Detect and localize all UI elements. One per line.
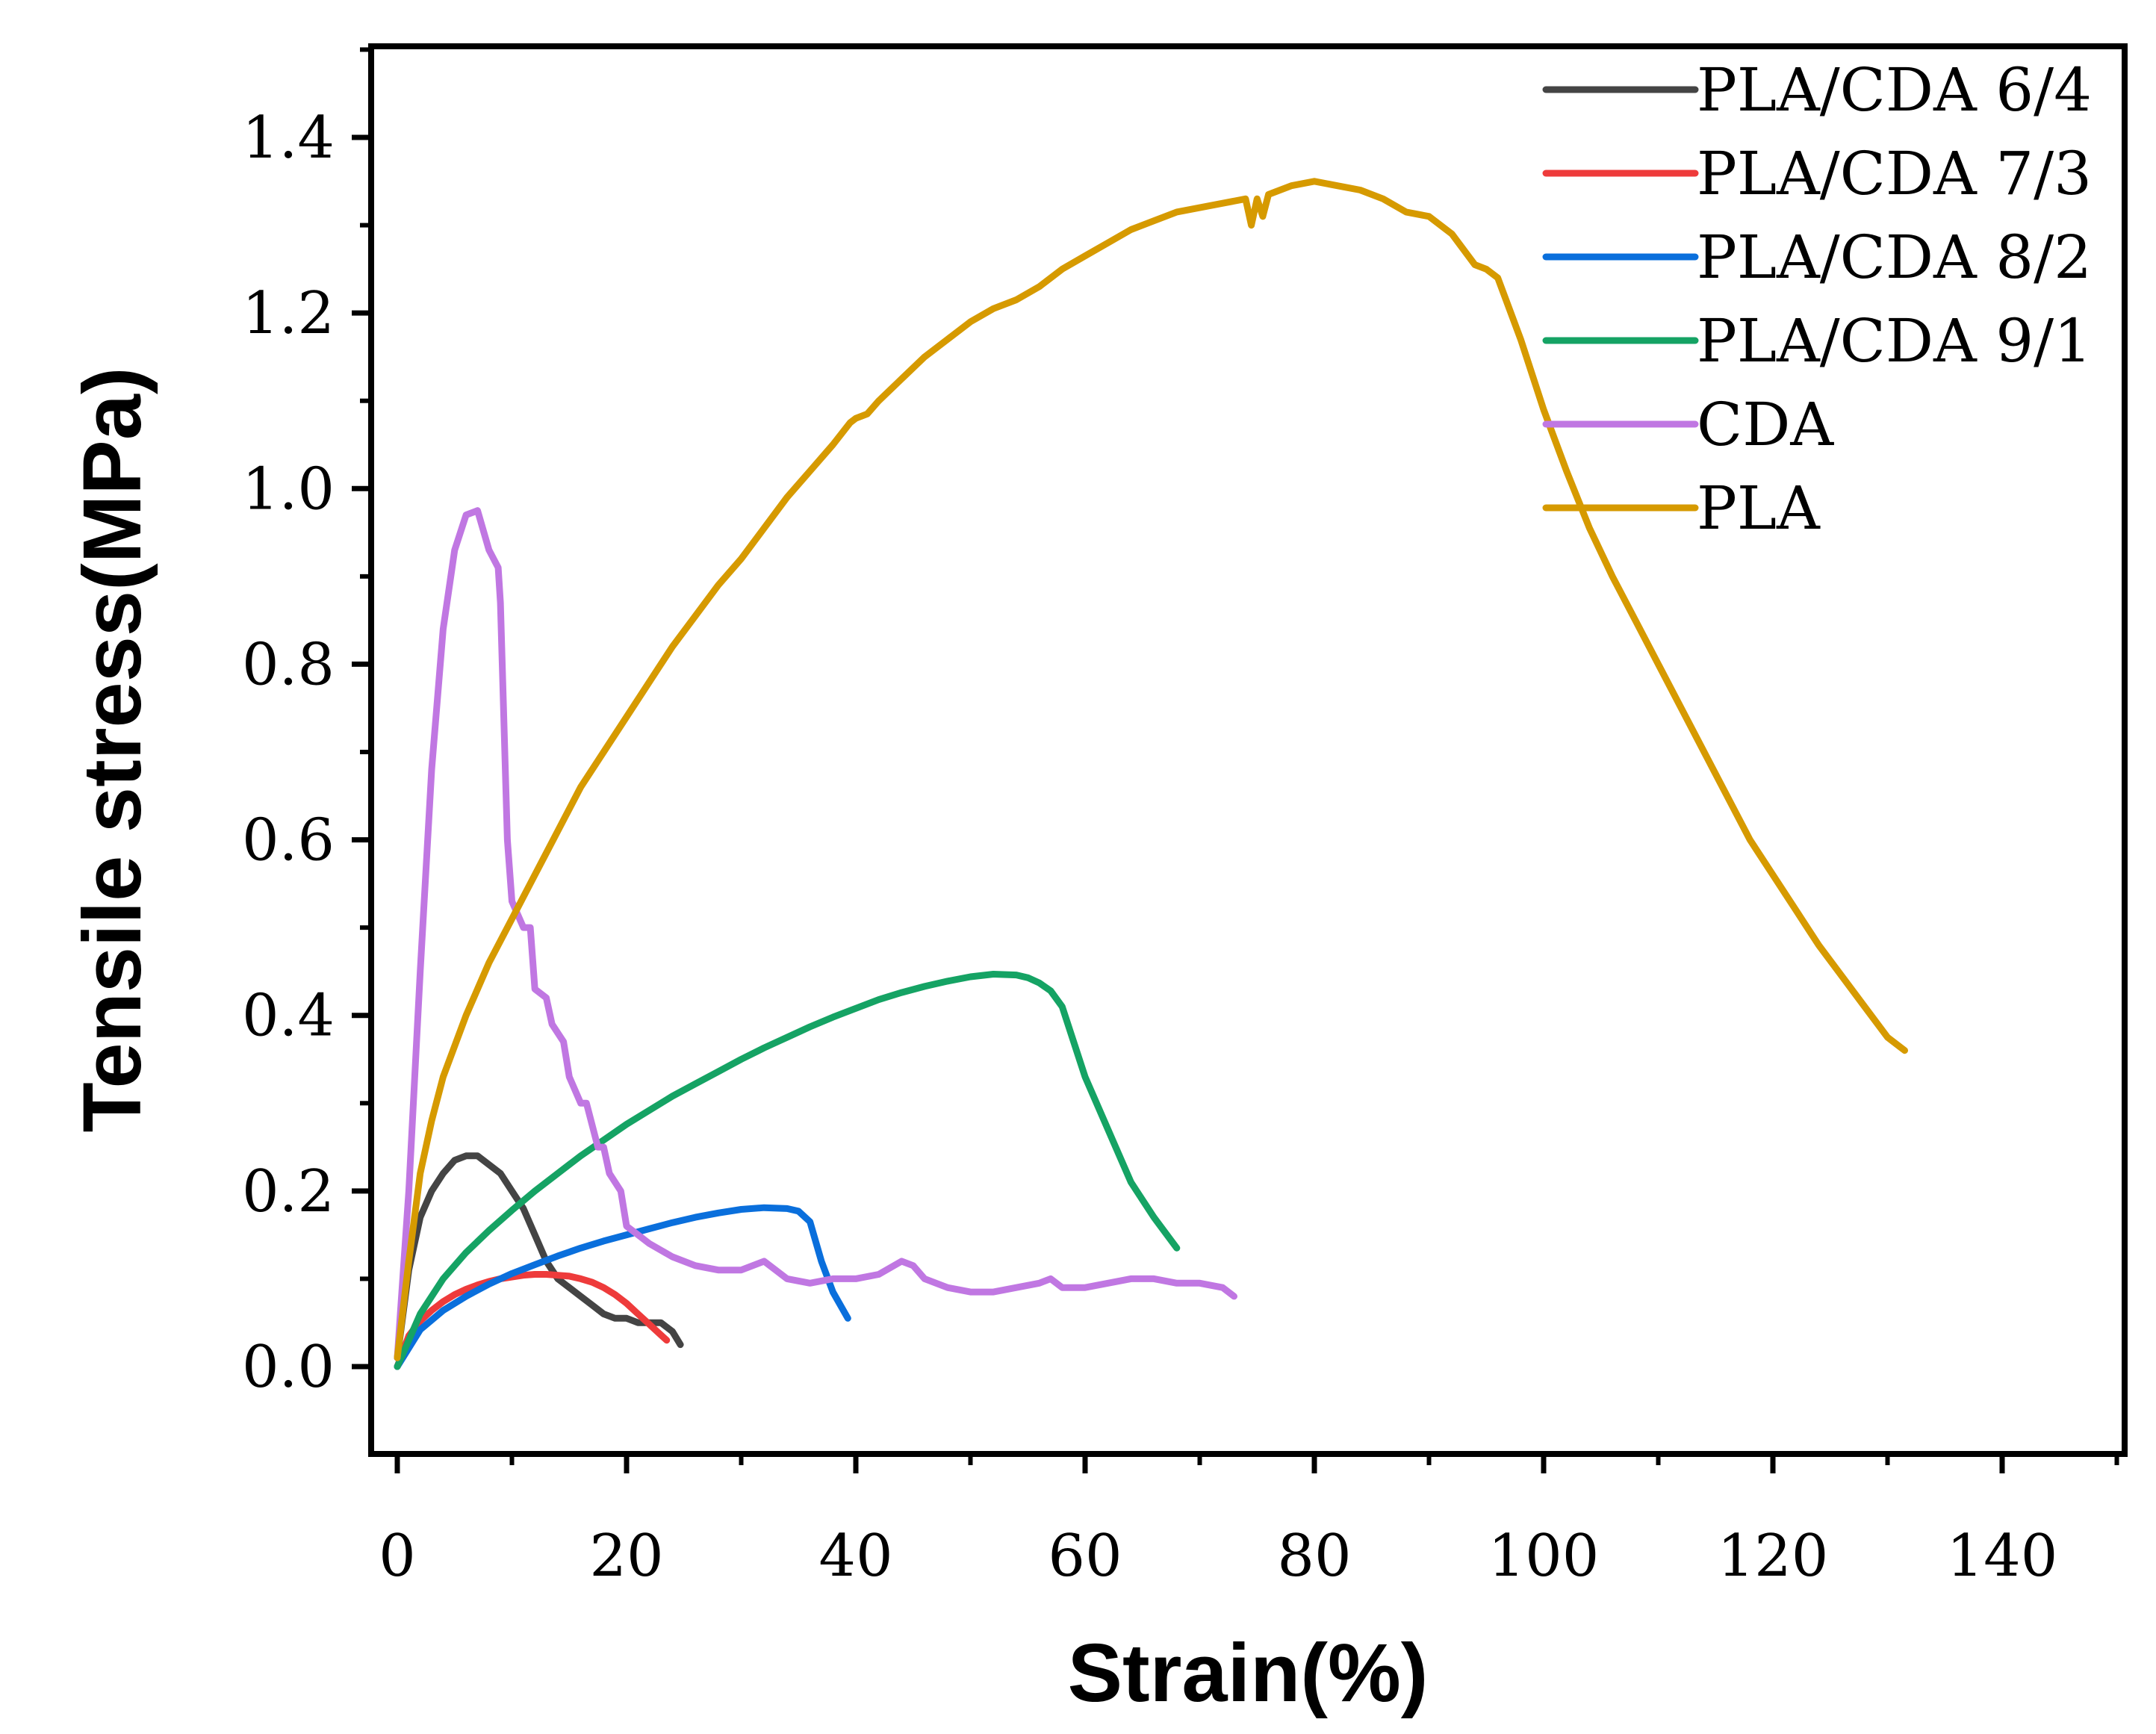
series-line-6 xyxy=(394,178,1908,1361)
legend-label-3: PLA/CDA 8/2 xyxy=(1697,223,2092,292)
legend-label-6: PLA xyxy=(1697,473,1821,543)
x-tick-label: 80 xyxy=(1277,1523,1351,1590)
x-tick-label: 0 xyxy=(379,1523,416,1590)
series-line-3 xyxy=(394,1204,851,1370)
x-tick-label: 100 xyxy=(1488,1523,1600,1590)
y-tick-label: 0.8 xyxy=(242,631,335,698)
y-tick-label: 1.0 xyxy=(242,456,335,523)
legend: PLA/CDA 6/4 PLA/CDA 7/3 PLA/CDA 8/2 PLA/CDA… xyxy=(1542,55,2092,543)
y-tick-label: 1.4 xyxy=(242,105,335,172)
x-tick-label: 140 xyxy=(1947,1523,2058,1590)
x-tick-label: 120 xyxy=(1718,1523,1829,1590)
x-tick-label: 20 xyxy=(589,1523,663,1590)
y-axis-title: Tensile stress(MPa) xyxy=(66,367,158,1132)
legend-label-2: PLA/CDA 7/3 xyxy=(1697,139,2092,208)
x-tick-label: 40 xyxy=(818,1523,892,1590)
y-tick-label: 0.0 xyxy=(242,1334,335,1401)
series-layer xyxy=(394,178,1908,1370)
y-tick-label: 0.6 xyxy=(242,807,335,874)
y-tick-label: 0.4 xyxy=(242,983,335,1050)
series-line-5 xyxy=(394,507,1237,1361)
y-tick-label: 0.2 xyxy=(242,1158,335,1225)
legend-label-5: CDA xyxy=(1697,390,1834,459)
series-line-4 xyxy=(394,971,1181,1370)
legend-label-1: PLA/CDA 6/4 xyxy=(1697,55,2092,125)
series-line-1 xyxy=(394,1152,684,1361)
legend-label-4: PLA/CDA 9/1 xyxy=(1697,306,2092,376)
axis-layer: 0 20 40 60 80 100 120 140 0.0 0.2 0.4 0.6 0.8 1.0 1.2 1… xyxy=(242,47,2119,1590)
y-tick-label: 1.2 xyxy=(242,280,335,347)
x-axis-title: Strain(%) xyxy=(1068,1627,1429,1719)
x-tick-label: 60 xyxy=(1048,1523,1122,1590)
series-line-2 xyxy=(394,1271,671,1370)
